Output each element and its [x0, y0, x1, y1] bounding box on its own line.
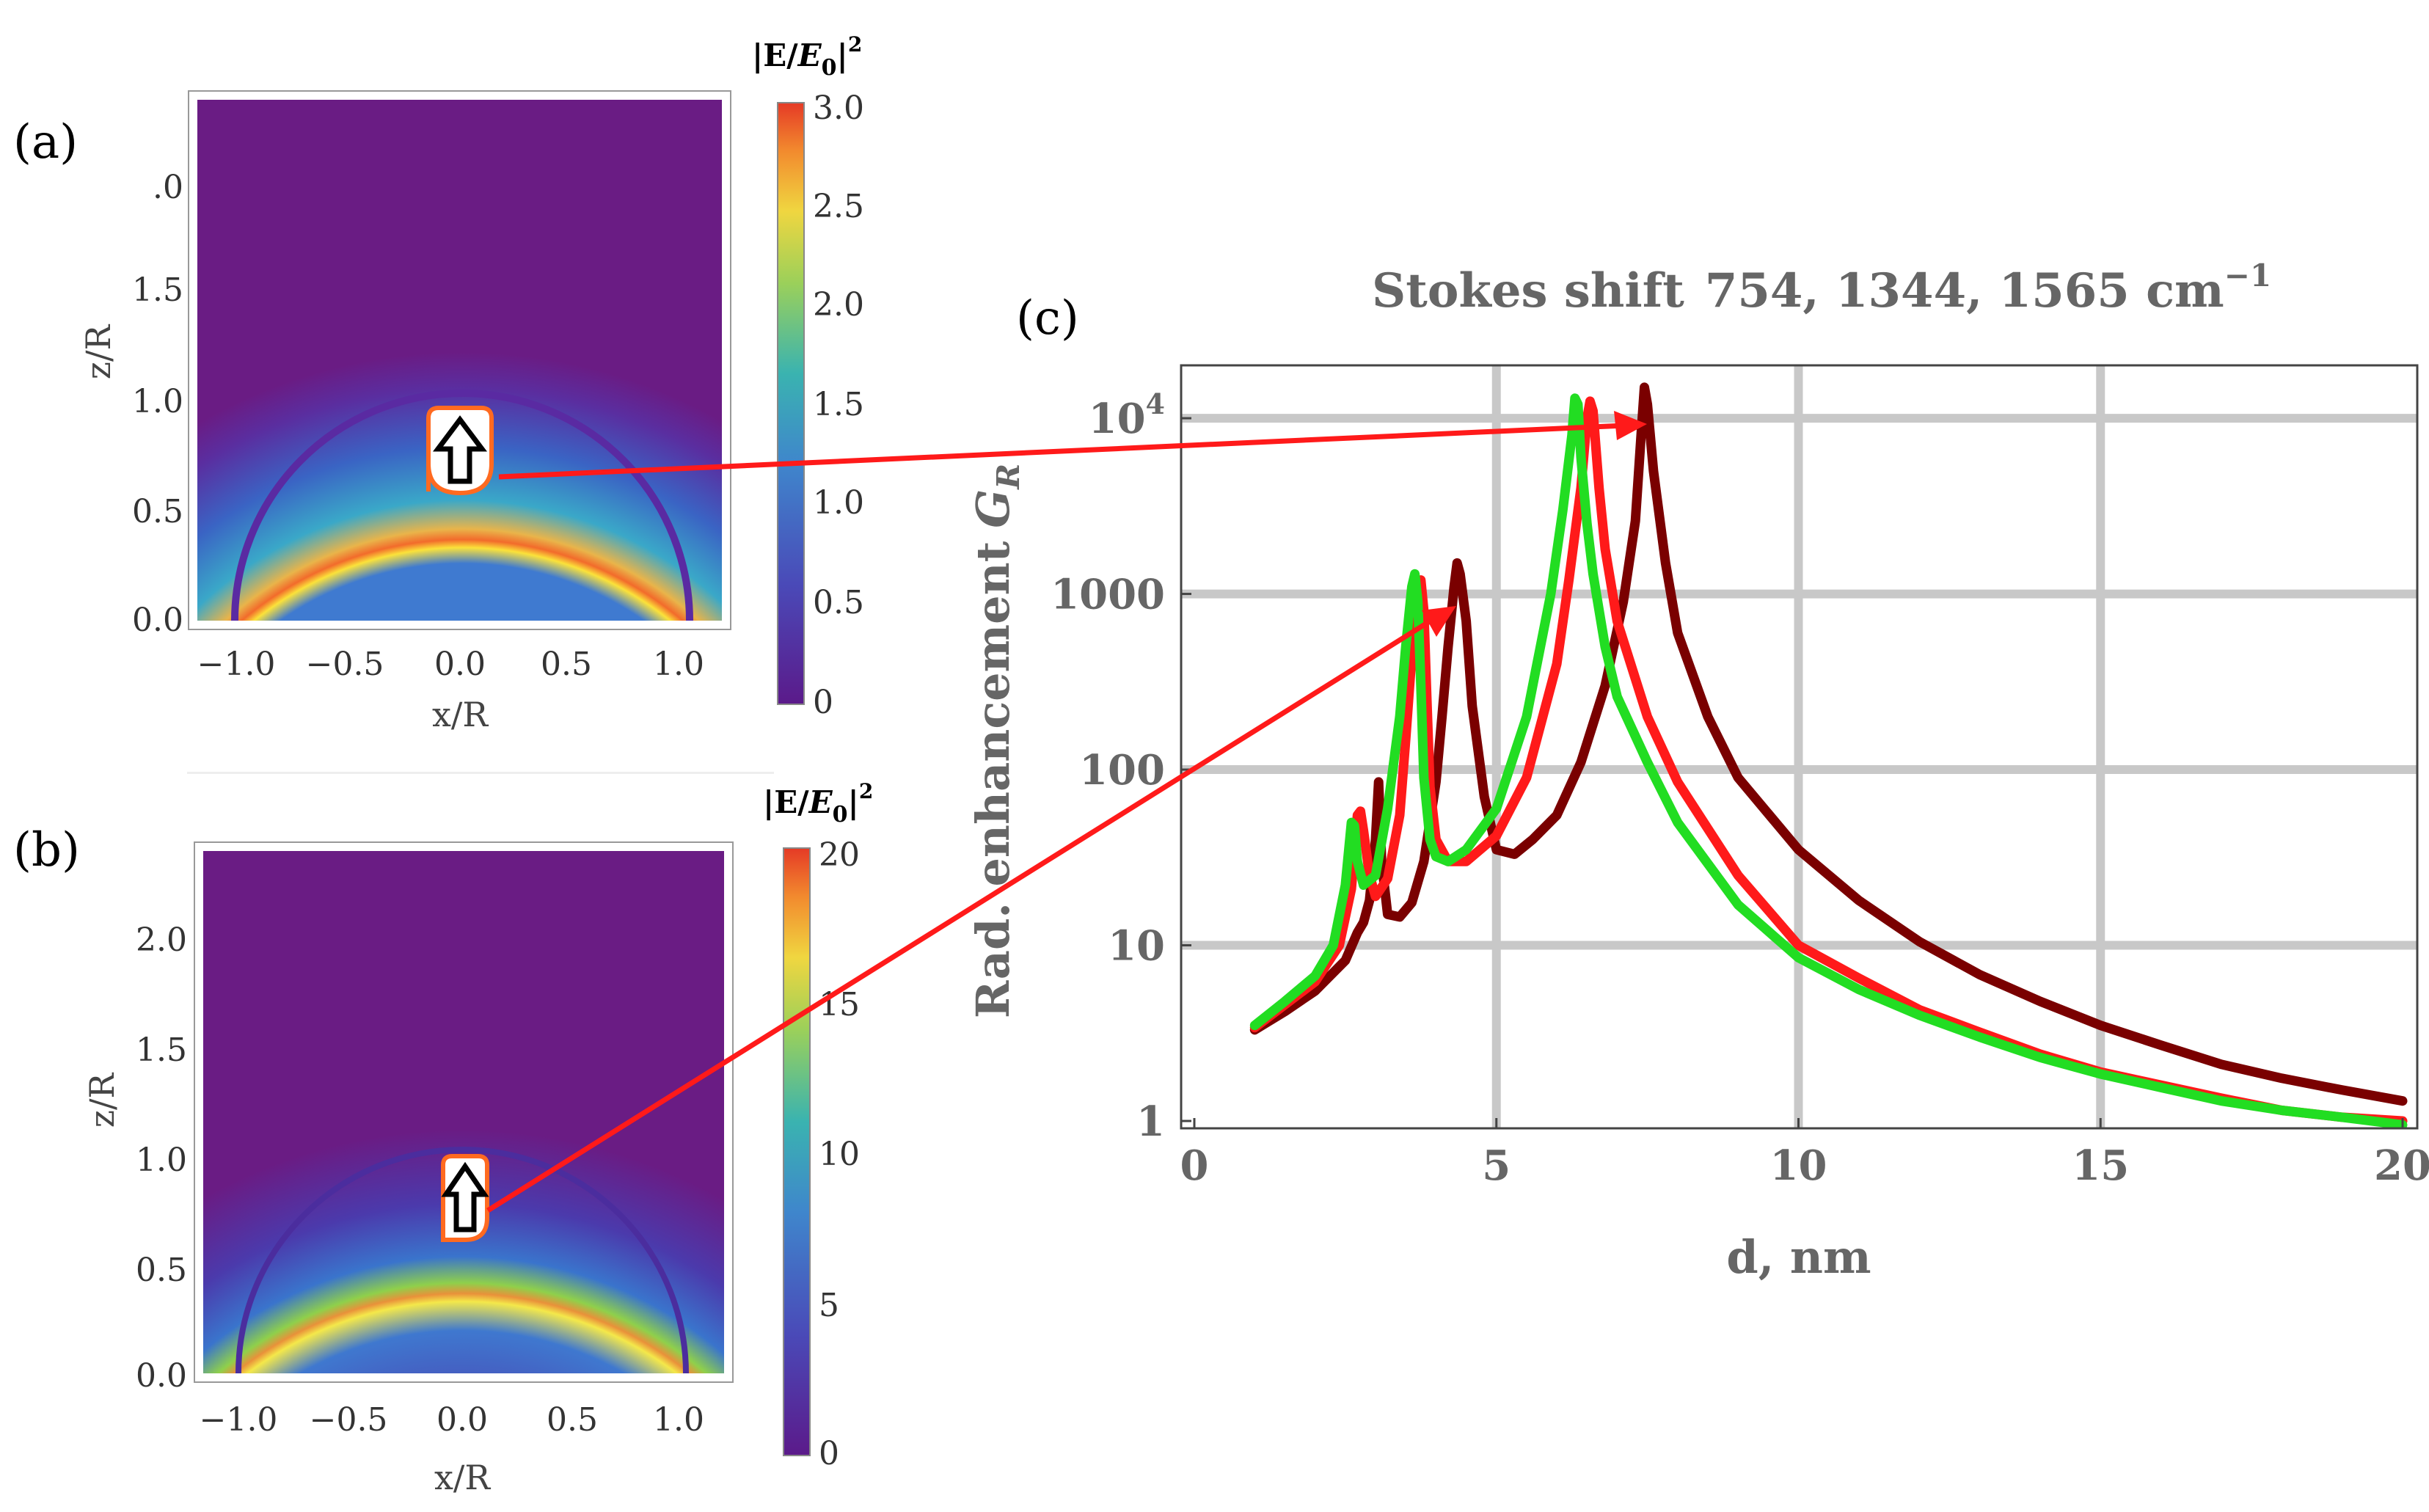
chart-ytick-label: 100	[1079, 746, 1165, 795]
panel-b: (b) 2.0 1.5 1.0 0.5 0.0 −1.0 −0.5 0.0 0.…	[13, 779, 873, 1497]
panel-a-label: (a)	[13, 115, 78, 169]
panel-c-label: (c)	[1016, 291, 1079, 346]
panel-a-colorbar-title: |E/E0|2	[752, 32, 862, 81]
panel-a-xtick: 0.0	[434, 646, 486, 683]
panel-a-colorbar-ticks: 3.0 2.5 2.0 1.5 1.0 0.5 0	[813, 90, 864, 721]
chart-series	[1249, 382, 2408, 1128]
chart-ytick-label: 1000	[1051, 571, 1165, 619]
arrow-b-to-c-line	[486, 614, 1439, 1213]
panel-b-ytick: 0.0	[136, 1357, 187, 1395]
chart-xtick-label: 20	[2374, 1142, 2429, 1190]
panel-a-xticks: −1.0 −0.5 0.0 0.5 1.0	[197, 646, 704, 683]
arrow-a-to-c-head-icon	[1614, 411, 1647, 440]
panel-b-xtick: 0.0	[437, 1401, 488, 1439]
chart-title: Stokes shift 754, 1344, 1565 cm−1	[1372, 258, 2271, 318]
panel-b-ytick: 2.0	[136, 921, 187, 959]
panel-b-cbar-tick: 10	[819, 1136, 860, 1173]
panel-b-ytick: 0.5	[136, 1252, 187, 1289]
panel-a-cbar-tick: 1.5	[813, 386, 864, 423]
panel-b-colorbar	[783, 847, 811, 1456]
panel-b-cbar-tick: 5	[819, 1287, 839, 1324]
chart-xtick-label: 5	[1482, 1142, 1511, 1190]
panel-a-frame	[188, 90, 731, 630]
panel-a-cbar-tick: 1.0	[813, 484, 864, 522]
panel-a-xtick: 1.0	[653, 646, 704, 683]
chart-ylabel: Rad. enhancementGR	[966, 464, 1026, 1018]
panel-b-dipole-arrow-icon	[441, 1161, 489, 1232]
chart-ytick-label: 10	[1108, 922, 1165, 971]
panel-a-cbar-tick: 3.0	[813, 90, 864, 127]
panel-a-ylabel: z/R	[78, 324, 118, 379]
panel-a-xlabel: x/R	[432, 695, 489, 734]
panel-a-cbar-tick: 0	[813, 684, 833, 721]
panel-a-xtick: −0.5	[306, 646, 384, 683]
panel-b-label: (b)	[13, 823, 80, 877]
panel-c: (c) Stokes shift 754, 1344, 1565 cm−1 0 5 1…	[966, 258, 2429, 1284]
panel-b-ytick: 1.0	[136, 1142, 187, 1179]
panel-b-yticks: 2.0 1.5 1.0 0.5 0.0	[136, 921, 187, 1395]
panel-b-xtick: −1.0	[200, 1401, 278, 1439]
panel-b-cbar-tick: 20	[819, 836, 860, 874]
chart-xtick-label: 10	[1770, 1142, 1827, 1190]
arrow-b-to-c-head-icon	[1422, 606, 1456, 637]
panel-a-ytick: 0.0	[132, 602, 183, 639]
panel-a-ytick: .0	[153, 169, 183, 206]
panel-a-yticks: .0 1.5 1.0 0.5 0.0	[132, 169, 183, 639]
panel-a-field-map	[197, 100, 722, 621]
chart-series-line	[1249, 396, 2408, 1126]
panel-a-colorbar	[777, 102, 805, 705]
panel-divider	[187, 772, 774, 774]
panel-a-ytick: 1.5	[132, 271, 183, 309]
panel-a-cbar-tick: 0.5	[813, 584, 864, 621]
chart-ytick-label: 104	[1089, 387, 1165, 443]
arrow-a-to-c-line	[498, 423, 1626, 480]
connector-arrows	[486, 411, 1647, 1213]
chart-xlabel: d, nm	[1726, 1230, 1871, 1284]
panel-b-xtick: 1.0	[653, 1401, 704, 1439]
panel-a-field-fill	[197, 100, 722, 621]
panel-a-ytick: 0.5	[132, 493, 183, 530]
panel-a-cbar-tick: 2.0	[813, 286, 864, 324]
panel-b-xtick: 0.5	[547, 1401, 598, 1439]
chart-ytick-label: 1	[1136, 1098, 1165, 1146]
panel-a-xtick: −1.0	[197, 646, 276, 683]
panel-a: (a) .0 1.5 1.0 0.5 0.0 −1.0 −0.5 0.0 0.5…	[13, 32, 864, 734]
panel-a-xtick: 0.5	[541, 646, 592, 683]
panel-b-colorbar-ticks: 20 15 10 5 0	[819, 836, 860, 1472]
panel-b-field-fill	[203, 851, 724, 1373]
panel-b-field-map	[203, 851, 724, 1373]
panel-a-dipole-arrow-icon	[433, 415, 487, 484]
panel-b-ytick: 1.5	[136, 1031, 187, 1069]
panel-a-shell-ring	[231, 390, 693, 621]
chart-xtick-label: 15	[2072, 1142, 2129, 1190]
chart-xtick-label: 0	[1180, 1142, 1209, 1190]
panel-b-cbar-tick: 0	[819, 1435, 839, 1472]
panel-b-shell-ring	[235, 1147, 689, 1373]
panel-b-ylabel: z/R	[82, 1072, 122, 1128]
panel-b-frame	[194, 841, 734, 1383]
panel-b-xtick: −0.5	[310, 1401, 388, 1439]
panel-b-colorbar-title: |E/E0|2	[763, 779, 873, 828]
chart-axis-ticks: 0 5 10 15 20 104 1000 100 10 1	[1051, 387, 2429, 1190]
panel-b-xlabel: x/R	[434, 1458, 491, 1497]
chart-grid	[1181, 365, 2417, 1128]
chart-series-line	[1249, 393, 2408, 1128]
panel-b-xticks: −1.0 −0.5 0.0 0.5 1.0	[200, 1401, 704, 1439]
panel-a-cbar-tick: 2.5	[813, 188, 864, 225]
chart-series-line	[1249, 382, 2408, 1106]
panel-a-ytick: 1.0	[132, 383, 183, 420]
